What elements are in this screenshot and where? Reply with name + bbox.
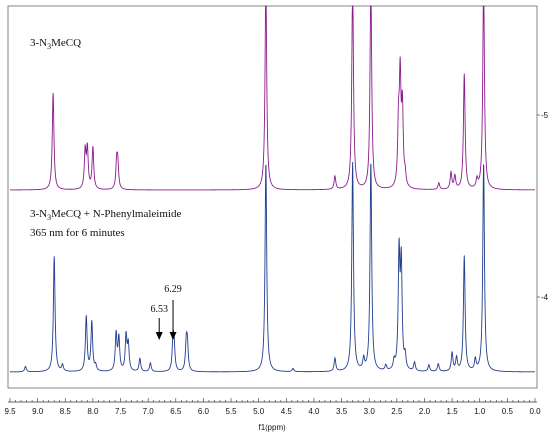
annotation-arrowhead-2 xyxy=(169,332,177,340)
x-tick-label: 6.0 xyxy=(198,407,210,416)
x-tick-label: 8.5 xyxy=(60,407,72,416)
annotation-arrowhead-1 xyxy=(155,332,163,340)
spectrum-3-n3mecq xyxy=(9,5,535,191)
right-tick-label: -5 xyxy=(541,111,549,120)
x-tick-label: 5.5 xyxy=(225,407,237,416)
x-tick-label: 9.5 xyxy=(4,407,16,416)
x-axis-label-sep: ( xyxy=(265,425,268,432)
condition-label: 365 nm for 6 minutes xyxy=(30,227,125,239)
x-axis-label-unit: ppm xyxy=(268,423,284,432)
annotation-label-2: 6.29 xyxy=(164,284,182,295)
x-tick-label: 6.5 xyxy=(170,407,182,416)
x-tick-label: 2.5 xyxy=(391,407,403,416)
spectrum-3-n3mecq-n-phenylmaleimide xyxy=(10,162,536,373)
spectrum-line-1 xyxy=(9,5,535,191)
annotation-label-1: 6.53 xyxy=(150,304,168,315)
series-label-top: 3-N3MeCQ xyxy=(30,37,82,52)
x-tick-label: 4.5 xyxy=(281,407,293,416)
x-axis-label: f1(ppm) xyxy=(259,423,286,432)
x-axis: 9.5 9.0 8.5 8.0 7.5 7.0 6.5 6.0 5.5 5.0 4.5 4.0 3.5 3… xyxy=(4,398,541,416)
x-axis-label-sep2: ) xyxy=(283,425,285,432)
x-tick-label: 3.5 xyxy=(336,407,348,416)
x-axis-label-main: f1 xyxy=(259,423,266,432)
peak-annotations: 6.53 6.29 xyxy=(150,284,182,340)
right-tick-label: -4 xyxy=(541,293,549,302)
x-tick-label: 4.0 xyxy=(308,407,320,416)
right-axis: -5 -4 xyxy=(537,111,549,302)
x-tick-label: 9.0 xyxy=(32,407,44,416)
x-tick-label: 0.5 xyxy=(502,407,514,416)
x-tick-label: 5.0 xyxy=(253,407,265,416)
x-tick-label: 8.0 xyxy=(87,407,99,416)
x-tick-label: 7.5 xyxy=(115,407,127,416)
x-tick-label: 2.0 xyxy=(419,407,431,416)
spectrum-line-2 xyxy=(10,162,536,373)
plot-frame xyxy=(7,5,538,389)
series-label-bottom: 3-N3MeCQ + N-Phenylmaleimide xyxy=(30,208,182,223)
x-tick-label: 3.0 xyxy=(364,407,376,416)
x-tick-label: 0.0 xyxy=(529,407,541,416)
x-tick-label: 1.5 xyxy=(447,407,459,416)
x-tick-label: 1.0 xyxy=(474,407,486,416)
x-tick-label: 7.0 xyxy=(143,407,155,416)
